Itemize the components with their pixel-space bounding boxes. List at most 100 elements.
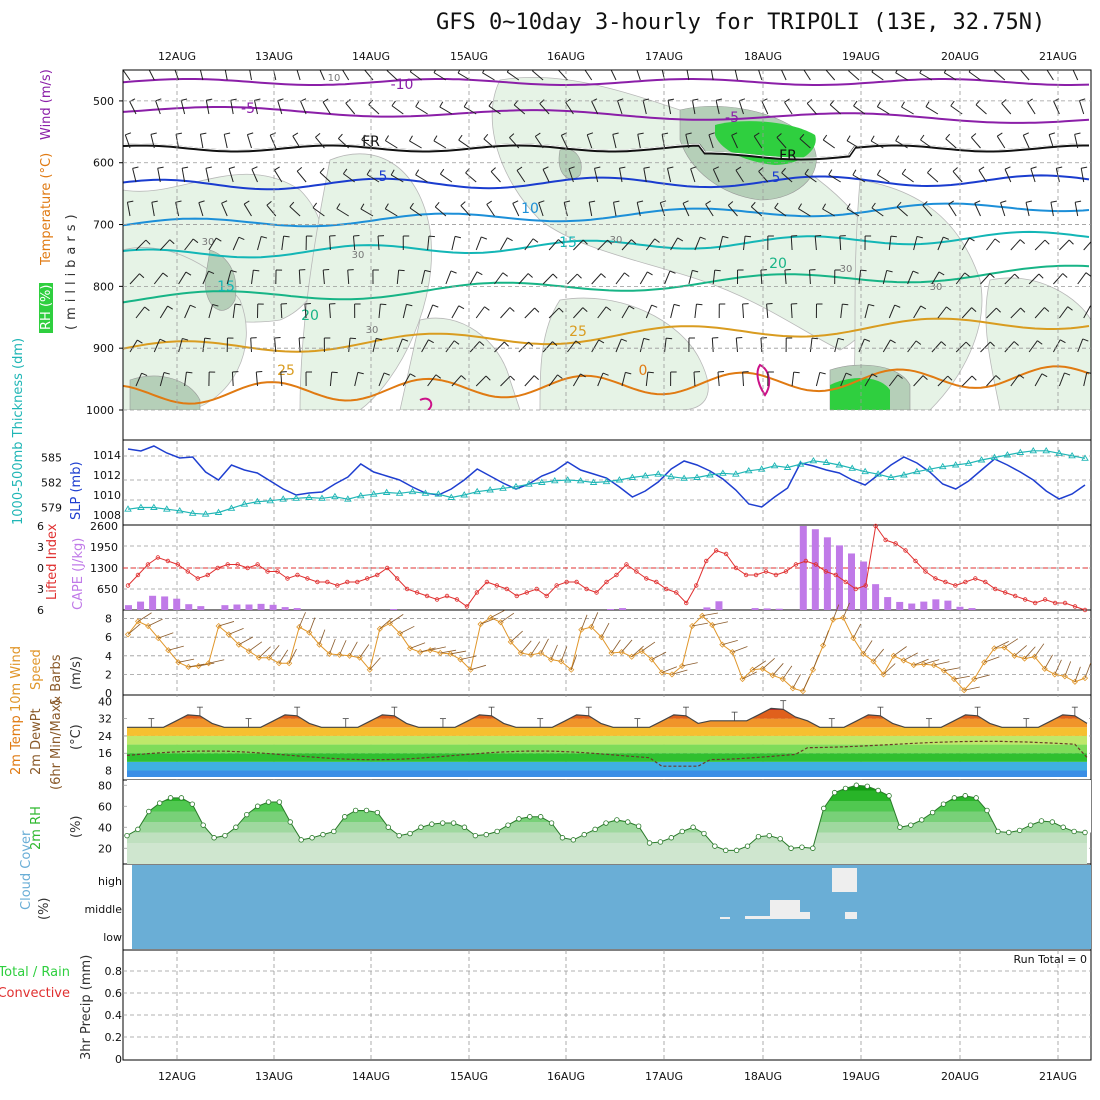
wind-barb-feather	[715, 98, 723, 101]
wind-barb	[396, 270, 400, 285]
wind-barb	[567, 340, 577, 353]
legend-convective: Convective	[0, 986, 70, 1001]
wind-barb-10m	[702, 612, 719, 617]
wind-barb	[427, 236, 430, 251]
wind-barb-10m	[974, 674, 990, 680]
wind-barb-feather	[692, 269, 699, 273]
ytick-label: 700	[93, 219, 114, 232]
wind-barb-feather	[483, 134, 489, 140]
cloud-fraction	[832, 868, 857, 892]
wind-barb	[888, 236, 892, 251]
wind-barb-10m	[883, 663, 896, 675]
wind-barb	[175, 202, 180, 217]
wind-barb	[1028, 340, 1038, 353]
wind-barb-feather	[1074, 132, 1081, 135]
wind-barb-10m	[520, 640, 532, 654]
wind-barb-feather	[261, 236, 268, 239]
lifted-index-marker	[584, 586, 589, 592]
temp-band	[127, 770, 1087, 777]
date-label-top: 20AUG	[941, 50, 979, 63]
thickness-marker	[1055, 449, 1063, 456]
wind-barb	[232, 304, 236, 319]
wind-barb-feather	[806, 99, 813, 104]
lifted-index-marker	[375, 572, 380, 578]
thickness-marker	[809, 456, 818, 464]
thickness-marker	[331, 492, 339, 500]
wind-barb-feather	[185, 271, 192, 276]
wind-barb	[409, 207, 422, 217]
wind-barb	[712, 169, 720, 183]
wind-barb-feather	[289, 201, 295, 207]
wind-barb-feather	[139, 273, 145, 279]
thickness-marker	[926, 465, 934, 472]
wind-barb	[560, 135, 568, 149]
wind-barb-feather	[432, 304, 439, 308]
lifted-index-marker	[823, 569, 829, 574]
thickness-marker	[667, 472, 675, 480]
wind-barb	[882, 339, 891, 353]
wind-barb-10m	[238, 636, 254, 645]
wind-barb-feather	[940, 341, 947, 347]
lifted-index-marker	[325, 579, 330, 585]
wind-barb-feather	[594, 166, 601, 169]
wind-barb-feather	[871, 202, 876, 209]
thickness-marker	[175, 506, 184, 514]
lifted-index-marker	[424, 593, 430, 599]
rh2m-marker	[265, 799, 272, 805]
wind-barb	[617, 100, 623, 115]
wind-barb	[993, 70, 1006, 81]
wind-barb	[978, 169, 987, 183]
wind-barb	[986, 375, 997, 387]
rh2m-marker	[1006, 829, 1012, 836]
thickness-marker	[421, 489, 430, 496]
wind-barb-feather	[341, 65, 346, 68]
wind-barb-feather	[296, 65, 302, 67]
wind-barb-feather	[1019, 239, 1025, 245]
wind-barb	[996, 135, 1006, 149]
wind-barb	[221, 202, 228, 217]
wind-barb-feather	[803, 65, 808, 68]
wind-barb-10m	[782, 665, 793, 680]
lifted-index-marker	[225, 562, 230, 567]
wind-barb-feather	[364, 65, 369, 69]
wind-barb	[846, 140, 860, 149]
wind-barb-feather	[319, 167, 325, 173]
rh2m-marker	[200, 822, 206, 828]
cloud-fraction	[770, 900, 800, 919]
wind-barb-10m	[127, 623, 141, 635]
thickness-marker	[550, 476, 559, 484]
wind-barb-feather	[1085, 272, 1091, 277]
thickness-marker	[964, 459, 973, 466]
wind-barb	[643, 168, 647, 183]
ylabel-2m-temp: 2m Temp	[9, 715, 24, 775]
wind-barb	[888, 304, 896, 319]
thickness-marker	[641, 471, 650, 479]
wind-barb-10m	[369, 657, 381, 671]
wind-barb-feather	[528, 341, 534, 347]
rh2m-marker	[309, 835, 315, 841]
wind-barb-feather	[189, 304, 196, 309]
wind-barb-10m	[490, 609, 506, 619]
wind-barb	[254, 100, 258, 115]
wind-barb-feather	[368, 99, 374, 105]
lifted-index-marker	[355, 579, 360, 585]
wind-barb	[451, 375, 462, 387]
rh2m-marker	[908, 822, 914, 828]
rh-contour-label: 30	[610, 235, 623, 246]
wind-barb-feather	[175, 200, 182, 203]
wind-barb-feather	[568, 166, 575, 170]
ytick-label-wind: 2	[105, 668, 112, 681]
wind-barb-10m	[1084, 662, 1091, 679]
wind-barb	[1050, 202, 1054, 217]
wind-speed-marker	[950, 675, 958, 683]
wind-barb	[846, 208, 860, 217]
wind-barb	[925, 106, 939, 115]
wind-barb	[705, 203, 714, 217]
wind-barb-feather	[409, 70, 413, 73]
thickness-marker	[150, 503, 158, 510]
rh2m-marker	[777, 836, 783, 842]
ytick-label-slp: 1012	[93, 469, 121, 482]
wind-barb	[542, 169, 550, 183]
thickness-marker	[305, 493, 313, 500]
wind-barb	[132, 168, 137, 183]
